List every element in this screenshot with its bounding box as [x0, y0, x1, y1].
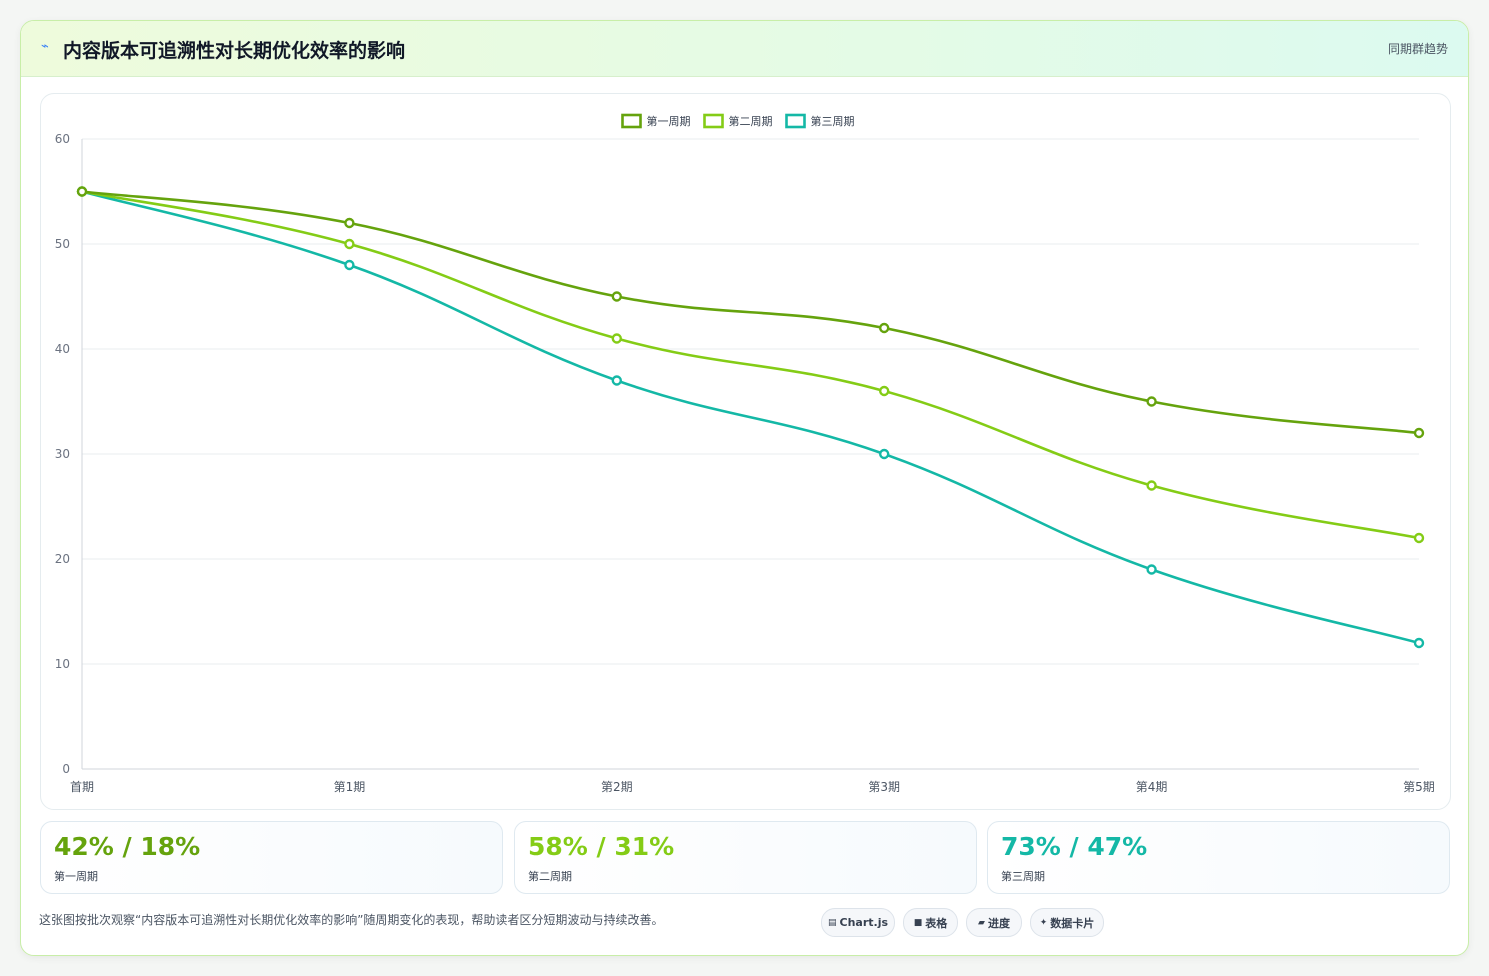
y-tick-label: 40 [55, 342, 70, 356]
legend-swatch [621, 113, 642, 129]
tag-label: 进度 [987, 916, 1010, 930]
data-point [344, 259, 355, 271]
y-tick-label: 60 [55, 132, 70, 146]
stat-value: 58% / 31% [528, 832, 675, 861]
y-tick-label: 50 [55, 237, 70, 251]
stat-card-1: 42% / 18% 第一周期 [40, 821, 503, 894]
data-point [1146, 564, 1157, 575]
x-tick-label: 第1期 [334, 780, 366, 794]
chart-icon: ▤ [827, 917, 837, 928]
legend-swatch [785, 113, 806, 129]
x-tick-label: 第4期 [1136, 780, 1168, 794]
stat-label: 第一周期 [54, 870, 98, 883]
y-tick-label: 20 [55, 552, 70, 566]
data-point [879, 448, 890, 460]
tag-table[interactable]: ■ 表格 [903, 908, 958, 937]
y-tick-label: 0 [62, 762, 70, 776]
progress-icon: ▰ [978, 917, 985, 928]
tag-label: 表格 [925, 916, 948, 930]
data-point [1413, 637, 1425, 649]
page-title: 内容版本可追溯性对长期优化效率的影响 [63, 40, 406, 62]
tag-progress[interactable]: ▰ 进度 [966, 908, 1022, 937]
data-point [1146, 396, 1157, 407]
data-point [1413, 427, 1425, 439]
tag-chartjs[interactable]: ▤ Chart.js [821, 908, 895, 937]
stat-value: 73% / 47% [1001, 832, 1148, 861]
tag-label: 数据卡片 [1050, 916, 1095, 930]
x-tick-label: 第3期 [868, 780, 900, 794]
data-point [1146, 480, 1157, 491]
tag-data-card[interactable]: ✦ 数据卡片 [1030, 908, 1104, 937]
series-line [81, 190, 1420, 540]
series-line [81, 190, 1420, 645]
stat-value: 42% / 18% [54, 832, 201, 861]
data-point [76, 186, 88, 197]
legend-label: 第二周期 [729, 114, 773, 128]
card-header: ⌁ 内容版本可追溯性对长期优化效率的影响 同期群趋势 [21, 21, 1468, 77]
chart-panel: 0 10 20 30 40 50 60 首期 第1期 第2期 第3期 第4期 第5期 第一周期 第二周期 第三… [40, 93, 1451, 810]
data-point [611, 375, 622, 386]
chart-description: 这张图按批次观察“内容版本可追溯性对长期优化效率的影响”随周期变化的表现，帮助读… [39, 913, 664, 927]
x-tick-label: 首期 [70, 780, 94, 794]
stat-label: 第二周期 [528, 870, 572, 883]
table-icon: ■ [913, 917, 923, 928]
x-tick-label: 第2期 [601, 780, 633, 794]
data-point [879, 385, 890, 397]
header-right-label: 同期群趋势 [1387, 42, 1448, 56]
y-tick-label: 30 [55, 447, 70, 461]
data-point [344, 217, 355, 229]
data-point [611, 291, 622, 302]
y-tick-label: 10 [55, 657, 70, 671]
data-point [611, 333, 622, 344]
stat-card-3: 73% / 47% 第三周期 [987, 821, 1450, 894]
data-point [344, 238, 355, 250]
line-chart: 0 10 20 30 40 50 60 首期 第1期 第2期 第3期 第4期 第5期 第一周期 第二周期 第三… [55, 113, 1435, 794]
data-card-icon: ✦ [1039, 917, 1048, 928]
stat-card-2: 58% / 31% 第二周期 [514, 821, 977, 894]
data-point [879, 322, 890, 334]
series-line [81, 190, 1420, 435]
legend-label: 第一周期 [647, 114, 691, 128]
legend-swatch [703, 113, 724, 129]
data-point [1413, 532, 1425, 544]
lightning-icon: ⌁ [41, 39, 49, 54]
stat-label: 第三周期 [1001, 870, 1045, 883]
legend-label: 第三周期 [811, 114, 855, 128]
tag-label: Chart.js [839, 916, 889, 929]
x-tick-label: 第5期 [1403, 780, 1435, 794]
chart-card: ⌁ 内容版本可追溯性对长期优化效率的影响 同期群趋势 0 10 20 30 40 50 60… [20, 20, 1469, 956]
